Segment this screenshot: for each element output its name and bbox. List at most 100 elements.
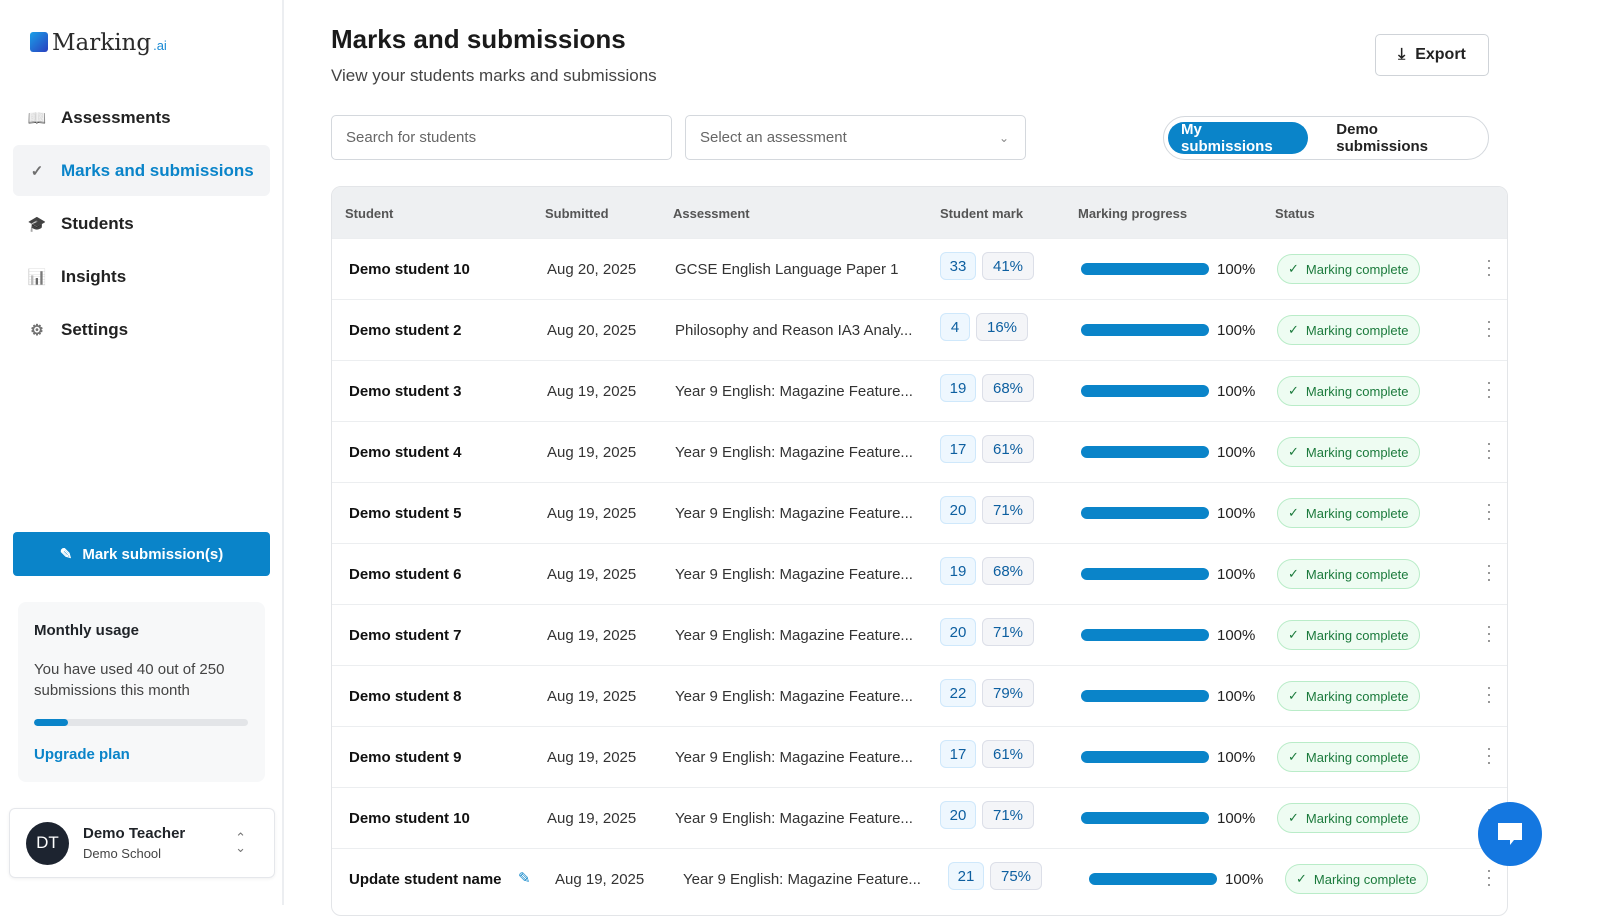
export-label: Export <box>1415 46 1466 63</box>
column-status[interactable]: Status <box>1275 206 1315 221</box>
user-name: Demo Teacher <box>83 825 186 842</box>
student-name[interactable]: Update student name <box>349 871 502 888</box>
more-options-icon[interactable]: ··· <box>1486 860 1492 894</box>
column-student[interactable]: Student <box>345 206 394 221</box>
sidebar-item-settings[interactable]: ⚙ Settings <box>13 304 270 355</box>
pencil-icon: ✎ <box>59 546 73 563</box>
search-input[interactable]: Search for students <box>331 115 672 160</box>
more-options-icon[interactable]: ··· <box>1486 555 1492 589</box>
upgrade-plan-link[interactable]: Upgrade plan <box>34 746 130 763</box>
sidebar: Marking .ai 📖 Assessments ✓ Marks and submis… <box>0 0 284 905</box>
sidebar-item-label: Settings <box>61 319 129 339</box>
more-options-icon[interactable]: ··· <box>1486 738 1492 772</box>
student-name[interactable]: Demo student 10 <box>349 261 470 278</box>
student-name[interactable]: Demo student 4 <box>349 444 462 461</box>
status-badge: ✓ Marking complete <box>1277 315 1420 345</box>
status-badge: ✓ Marking complete <box>1277 498 1420 528</box>
assessment-name: Year 9 English: Magazine Feature... <box>683 871 921 888</box>
mark-score-badge: 20 <box>940 496 976 524</box>
more-options-icon[interactable]: ··· <box>1486 372 1492 406</box>
graduation-cap-icon: 🎓 <box>27 215 47 233</box>
more-options-icon[interactable]: ··· <box>1486 494 1492 528</box>
logo-mark-icon <box>30 32 48 52</box>
student-name[interactable]: Demo student 6 <box>349 566 462 583</box>
submitted-date: Aug 20, 2025 <box>547 261 637 278</box>
mark-score-badge: 17 <box>940 435 976 463</box>
student-name[interactable]: Demo student 7 <box>349 627 462 644</box>
check-icon: ✓ <box>1288 749 1299 764</box>
logo-text: Marking <box>52 30 152 56</box>
more-options-icon[interactable]: ··· <box>1486 433 1492 467</box>
more-options-icon[interactable]: ··· <box>1486 250 1492 284</box>
student-name[interactable]: Demo student 10 <box>349 810 470 827</box>
submitted-date: Aug 19, 2025 <box>547 566 637 583</box>
user-menu[interactable]: DT Demo Teacher Demo School ⌃ ⌄ <box>9 808 275 878</box>
sidebar-item-assessments[interactable]: 📖 Assessments <box>13 92 270 143</box>
student-name[interactable]: Demo student 8 <box>349 688 462 705</box>
table-row[interactable]: Demo student 10 Aug 20, 2025 GCSE English… <box>332 238 1507 299</box>
student-name[interactable]: Demo student 9 <box>349 749 462 766</box>
demo-submissions-tab[interactable]: Demo submissions <box>1336 121 1428 155</box>
sidebar-item-students[interactable]: 🎓 Students <box>13 198 270 249</box>
table-row[interactable]: Demo student 4 Aug 19, 2025 Year 9 Englis… <box>332 421 1507 482</box>
edit-pencil-icon[interactable]: ✎ <box>518 870 531 887</box>
mark-submissions-button[interactable]: ✎ Mark submission(s) <box>13 532 270 576</box>
status-label: Marking complete <box>1305 810 1409 826</box>
marking-progress-bar <box>1089 873 1217 885</box>
column-assessment[interactable]: Assessment <box>673 206 750 221</box>
check-icon: ✓ <box>1288 383 1299 398</box>
assessment-name: Year 9 English: Magazine Feature... <box>675 444 913 461</box>
mark-percent-badge: 61% <box>982 435 1035 463</box>
column-submitted[interactable]: Submitted <box>545 206 609 221</box>
page-title: Marks and submissions <box>331 24 626 54</box>
column-marking-progress[interactable]: Marking progress <box>1078 206 1188 221</box>
user-school: Demo School <box>83 846 162 861</box>
mark-score-badge: 17 <box>940 740 976 768</box>
logo[interactable]: Marking .ai <box>30 30 167 56</box>
assessment-placeholder: Select an assessment <box>700 129 847 146</box>
column-student-mark[interactable]: Student mark <box>940 206 1024 221</box>
submitted-date: Aug 19, 2025 <box>547 383 637 400</box>
more-options-icon[interactable]: ··· <box>1486 311 1492 345</box>
usage-progress-fill <box>34 719 69 726</box>
submitted-date: Aug 19, 2025 <box>547 444 637 461</box>
more-options-icon[interactable]: ··· <box>1486 616 1492 650</box>
more-options-icon[interactable]: ··· <box>1486 677 1492 711</box>
download-icon: ⤓ <box>1398 46 1406 63</box>
my-submissions-tab[interactable]: My submissions <box>1168 121 1309 155</box>
chat-button[interactable] <box>1478 802 1542 866</box>
assessment-name: GCSE English Language Paper 1 <box>675 261 899 278</box>
page-subtitle: View your students marks and submissions <box>331 66 657 85</box>
submitted-date: Aug 19, 2025 <box>547 810 637 827</box>
marking-progress-bar <box>1081 446 1209 458</box>
table-row[interactable]: Demo student 10 Aug 19, 2025 Year 9 Engli… <box>332 787 1507 848</box>
mark-percent-badge: 75% <box>990 862 1043 890</box>
status-badge: ✓ Marking complete <box>1277 620 1420 650</box>
submissions-table: Student Submitted Assessment Student mar… <box>331 186 1508 916</box>
mark-score-badge: 19 <box>940 374 976 402</box>
table-row[interactable]: Demo student 7 Aug 19, 2025 Year 9 Englis… <box>332 604 1507 665</box>
status-badge: ✓ Marking complete <box>1277 254 1420 284</box>
check-icon: ✓ <box>1288 627 1299 642</box>
marking-progress-bar <box>1081 263 1209 275</box>
table-row[interactable]: Demo student 2 Aug 20, 2025 Philosophy an… <box>332 299 1507 360</box>
table-row[interactable]: Demo student 8 Aug 19, 2025 Year 9 Englis… <box>332 665 1507 726</box>
sidebar-item-marks-and-submissions[interactable]: ✓ Marks and submissions <box>13 145 270 196</box>
assessment-name: Year 9 English: Magazine Feature... <box>675 383 913 400</box>
assessment-name: Year 9 English: Magazine Feature... <box>675 688 913 705</box>
student-name[interactable]: Demo student 2 <box>349 322 462 339</box>
table-row[interactable]: Demo student 5 Aug 19, 2025 Year 9 Englis… <box>332 482 1507 543</box>
table-row[interactable]: Update student name ✎ Aug 19, 2025 Year 9 … <box>332 848 1507 909</box>
table-row[interactable]: Demo student 9 Aug 19, 2025 Year 9 Englis… <box>332 726 1507 787</box>
book-icon: 📖 <box>27 109 47 127</box>
marking-progress-value: 100% <box>1217 688 1256 705</box>
table-row[interactable]: Demo student 6 Aug 19, 2025 Year 9 Englis… <box>332 543 1507 604</box>
mark-score-badge: 20 <box>940 618 976 646</box>
assessment-select[interactable]: Select an assessment ⌄ <box>685 115 1026 160</box>
export-button[interactable]: ⤓ Export <box>1375 34 1489 76</box>
student-name[interactable]: Demo student 3 <box>349 383 462 400</box>
submitted-date: Aug 19, 2025 <box>547 505 637 522</box>
sidebar-item-insights[interactable]: 📊 Insights <box>13 251 270 302</box>
table-row[interactable]: Demo student 3 Aug 19, 2025 Year 9 Englis… <box>332 360 1507 421</box>
student-name[interactable]: Demo student 5 <box>349 505 462 522</box>
